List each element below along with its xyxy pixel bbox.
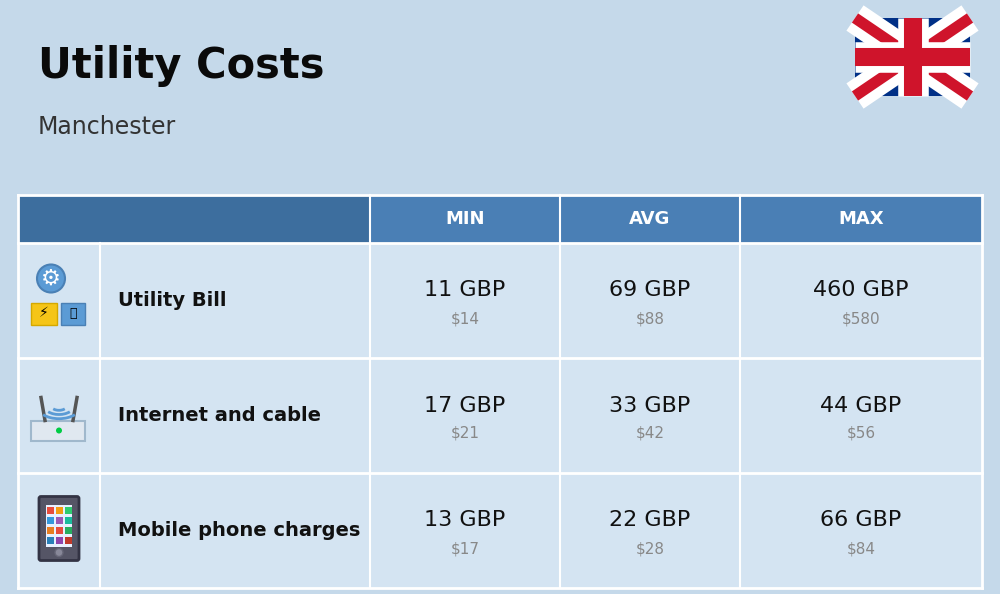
Bar xyxy=(18,358,982,473)
Bar xyxy=(56,507,63,513)
Circle shape xyxy=(55,548,63,557)
Text: 69 GBP: 69 GBP xyxy=(609,280,691,301)
Text: 17 GBP: 17 GBP xyxy=(424,396,506,415)
Bar xyxy=(47,517,54,523)
Text: 11 GBP: 11 GBP xyxy=(424,280,506,301)
Text: 🔧: 🔧 xyxy=(69,307,77,320)
Text: $17: $17 xyxy=(450,541,480,556)
Bar xyxy=(18,243,982,358)
Circle shape xyxy=(37,264,65,292)
Text: 33 GBP: 33 GBP xyxy=(609,396,691,415)
Text: Manchester: Manchester xyxy=(38,115,176,139)
Text: Utility Costs: Utility Costs xyxy=(38,45,324,87)
Bar xyxy=(61,302,85,324)
Text: ⚡: ⚡ xyxy=(39,307,49,321)
Text: 66 GBP: 66 GBP xyxy=(820,510,902,530)
Text: AVG: AVG xyxy=(629,210,671,228)
Text: $56: $56 xyxy=(846,426,876,441)
Bar xyxy=(18,195,370,243)
Bar xyxy=(65,507,72,513)
Text: $580: $580 xyxy=(842,311,880,326)
Bar xyxy=(31,421,85,441)
Bar xyxy=(46,504,72,546)
Text: $28: $28 xyxy=(636,541,664,556)
Bar xyxy=(47,526,54,533)
Text: Utility Bill: Utility Bill xyxy=(118,291,226,310)
Text: 44 GBP: 44 GBP xyxy=(820,396,902,415)
Text: 460 GBP: 460 GBP xyxy=(813,280,909,301)
Text: $84: $84 xyxy=(846,541,876,556)
Text: $14: $14 xyxy=(450,311,480,326)
Bar xyxy=(56,536,63,544)
Text: Internet and cable: Internet and cable xyxy=(118,406,321,425)
Bar xyxy=(56,526,63,533)
Bar xyxy=(65,536,72,544)
Text: $21: $21 xyxy=(450,426,480,441)
FancyBboxPatch shape xyxy=(39,497,79,561)
Text: 13 GBP: 13 GBP xyxy=(424,510,506,530)
Bar xyxy=(18,473,982,588)
Circle shape xyxy=(56,428,62,434)
Bar xyxy=(31,302,57,324)
Bar xyxy=(18,195,982,243)
Bar xyxy=(47,507,54,513)
Bar xyxy=(65,517,72,523)
Text: MAX: MAX xyxy=(838,210,884,228)
Bar xyxy=(855,18,970,96)
Bar xyxy=(56,517,63,523)
Text: Mobile phone charges: Mobile phone charges xyxy=(118,521,360,540)
Bar xyxy=(47,536,54,544)
Text: MIN: MIN xyxy=(445,210,485,228)
Text: ⚙: ⚙ xyxy=(41,268,61,289)
Bar xyxy=(65,526,72,533)
Text: 22 GBP: 22 GBP xyxy=(609,510,691,530)
Text: $88: $88 xyxy=(636,311,664,326)
Text: $42: $42 xyxy=(636,426,664,441)
